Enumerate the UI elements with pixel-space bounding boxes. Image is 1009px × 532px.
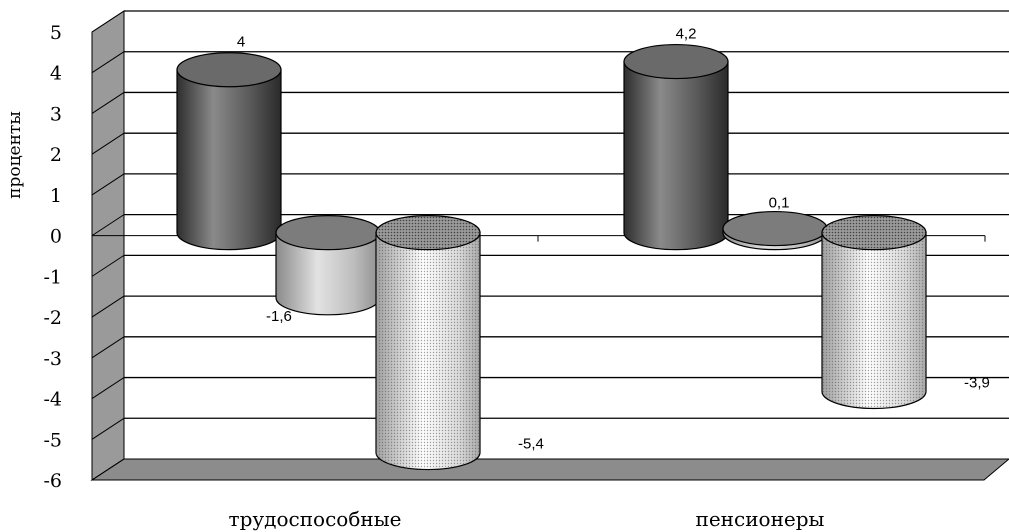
bar-texture bbox=[822, 232, 926, 409]
y-tick-label: -5 bbox=[43, 429, 62, 451]
bars bbox=[176, 43, 927, 471]
gridline-side bbox=[91, 214, 125, 237]
data-label: 0,1 bbox=[769, 195, 790, 212]
data-label: 4 bbox=[237, 34, 245, 51]
gridline-side bbox=[91, 132, 125, 155]
bar bbox=[275, 215, 381, 316]
labels: трудоспособные пенсионеры 4 -1,6 -5,4 4,2 0,1 -… bbox=[229, 26, 990, 531]
y-tick-label: 3 bbox=[50, 103, 62, 125]
y-axis: 5 4 3 2 1 0 -1 -2 -3 -4 -5 -6 bbox=[43, 22, 93, 492]
y-tick-label: -2 bbox=[43, 307, 62, 329]
bar bbox=[176, 52, 282, 251]
data-label: -1,6 bbox=[266, 308, 292, 325]
data-label: -3,9 bbox=[964, 374, 990, 391]
bar-top bbox=[821, 215, 927, 251]
gridline-side bbox=[91, 254, 125, 277]
bar-top bbox=[275, 215, 381, 251]
data-label: -5,4 bbox=[518, 436, 544, 453]
gridline-side bbox=[91, 377, 125, 399]
left-wall bbox=[91, 10, 125, 481]
gridline-side bbox=[91, 51, 125, 74]
y-tick-label: 1 bbox=[50, 185, 62, 207]
bar-texture bbox=[376, 232, 480, 470]
y-tick-label: 0 bbox=[50, 226, 62, 248]
gridline-side bbox=[91, 458, 125, 481]
bar-top bbox=[176, 52, 282, 88]
bar bbox=[375, 215, 481, 471]
floor bbox=[90, 458, 1009, 481]
y-tick-label: 4 bbox=[50, 63, 62, 85]
bar-top bbox=[722, 210, 828, 247]
gridline-side bbox=[91, 173, 125, 196]
bar bbox=[821, 215, 927, 410]
gridline-side bbox=[91, 10, 125, 33]
category-label: трудоспособные bbox=[229, 507, 402, 531]
bar-top bbox=[375, 215, 481, 251]
gridline-side bbox=[91, 417, 125, 440]
y-tick-label: -6 bbox=[43, 470, 62, 492]
gridline-side bbox=[91, 92, 125, 114]
data-label: 4,2 bbox=[676, 26, 697, 43]
bar bbox=[623, 43, 729, 251]
gridline-side bbox=[91, 336, 125, 359]
bar-body bbox=[623, 60, 729, 251]
bar-top bbox=[623, 43, 729, 80]
y-tick-label: 5 bbox=[50, 22, 62, 44]
y-tick-label: -1 bbox=[43, 266, 62, 288]
gridline-side bbox=[91, 295, 125, 318]
y-tick-label: 2 bbox=[50, 144, 62, 166]
category-label: пенсионеры bbox=[696, 507, 825, 531]
y-tick-label: -3 bbox=[43, 348, 62, 370]
y-tick-label: -4 bbox=[43, 389, 62, 411]
bar bbox=[722, 210, 828, 251]
y-axis-title: проценты bbox=[5, 111, 25, 199]
bar-body bbox=[176, 69, 282, 251]
